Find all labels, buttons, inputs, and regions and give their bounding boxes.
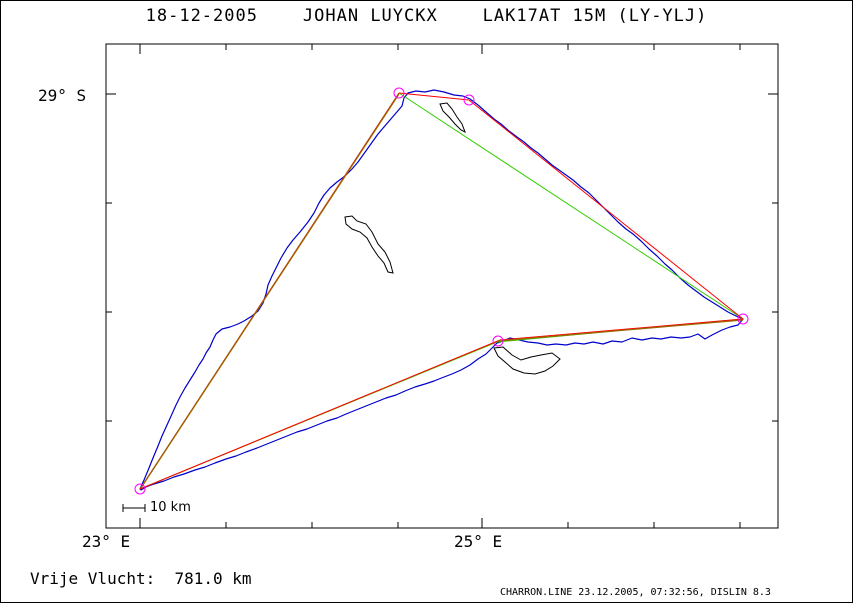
turnpoint-markers [134, 87, 749, 495]
turnpoint-marker-3 [737, 313, 749, 325]
turnpoint-marker-start [134, 483, 146, 495]
bottom-ticks [139, 518, 741, 528]
turnpoint-marker-2 [463, 94, 475, 106]
flight-track [139, 89, 744, 491]
lon-label-east: 25° E [454, 532, 503, 551]
top-ticks [139, 44, 741, 54]
left-ticks [106, 93, 116, 422]
scale-bar [122, 504, 146, 512]
flight-title: 18-12-2005 JOHAN LUYCKX LAK17AT 15M (LY-… [145, 6, 708, 26]
lat-label: 29° S [38, 86, 87, 105]
right-ticks [768, 93, 778, 422]
plot-credit: CHARRON.LINE 23.12.2005, 07:32:56, DISLI… [500, 587, 771, 598]
declared-route [139, 92, 744, 490]
scale-bar-label: 10 km [150, 500, 191, 515]
flight-distance: Vrije Vlucht: 781.0 km [30, 569, 252, 588]
route-overlap [140, 93, 744, 489]
turnpoint-marker-1 [393, 87, 405, 99]
lon-label-west: 23° E [82, 532, 131, 551]
map-plot-area [105, 43, 779, 529]
turnpoint-marker-4 [492, 335, 504, 347]
optimized-route [139, 92, 744, 490]
terrain-outline-3 [493, 346, 561, 375]
terrain-outline-2 [439, 102, 466, 134]
terrain-outline-1 [344, 215, 394, 274]
